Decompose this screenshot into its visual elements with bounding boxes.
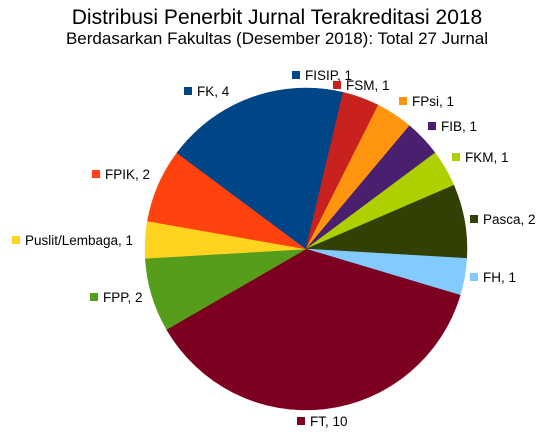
slice-label-text: FPIK, 2 [105,167,150,182]
legend-swatch-icon [297,417,305,425]
slice-label-fpik: FPIK, 2 [92,167,150,182]
pie-slices [144,87,468,411]
slice-label-pasca: Pasca, 2 [470,212,536,227]
chart-subtitle: Berdasarkan Fakultas (Desember 2018): To… [65,29,489,48]
slice-label-text: FK, 4 [197,84,230,99]
slice-label-text: FSM, 1 [346,78,390,93]
legend-swatch-icon [292,71,300,79]
legend-swatch-icon [333,81,341,89]
legend-swatch-icon [12,236,20,244]
slice-label-text: FPP, 2 [103,290,143,305]
slice-label-text: FT, 10 [310,414,348,429]
slice-label-text: Pasca, 2 [483,212,536,227]
legend-swatch-icon [428,122,436,130]
slice-label-fkm: FKM, 1 [452,150,509,165]
slice-label-fpp: FPP, 2 [90,290,143,305]
pie-slice-ft [166,248,461,411]
pie-slice-fk [176,87,307,250]
slice-label-fsm: FSM, 1 [333,78,390,93]
legend-swatch-icon [452,153,460,161]
legend-swatch-icon [470,215,478,223]
legend-swatch-icon [399,97,407,105]
legend-swatch-icon [90,293,98,301]
legend-swatch-icon [470,273,478,281]
slice-label-fk: FK, 4 [184,84,230,99]
slice-label-text: FH, 1 [483,270,516,285]
slice-label-text: FISIP, 1 [305,68,352,83]
slice-label-fpsi: FPsi, 1 [399,94,454,109]
slice-label-text: Puslit/Lembaga, 1 [25,233,133,248]
slice-label-text: FKM, 1 [465,150,509,165]
legend-swatch-icon [184,87,192,95]
slice-label-text: FIB, 1 [441,119,477,134]
slice-label-text: FPsi, 1 [412,94,454,109]
slice-label-ft: FT, 10 [297,414,348,429]
slice-label-fib: FIB, 1 [428,119,477,134]
slice-label-puslit-lembaga: Puslit/Lembaga, 1 [12,233,133,248]
chart-title: Distribusi Penerbit Jurnal Terakreditasi… [71,6,483,29]
legend-swatch-icon [92,170,100,178]
slice-label-fh: FH, 1 [470,270,516,285]
slice-label-fisip: FISIP, 1 [292,68,352,83]
